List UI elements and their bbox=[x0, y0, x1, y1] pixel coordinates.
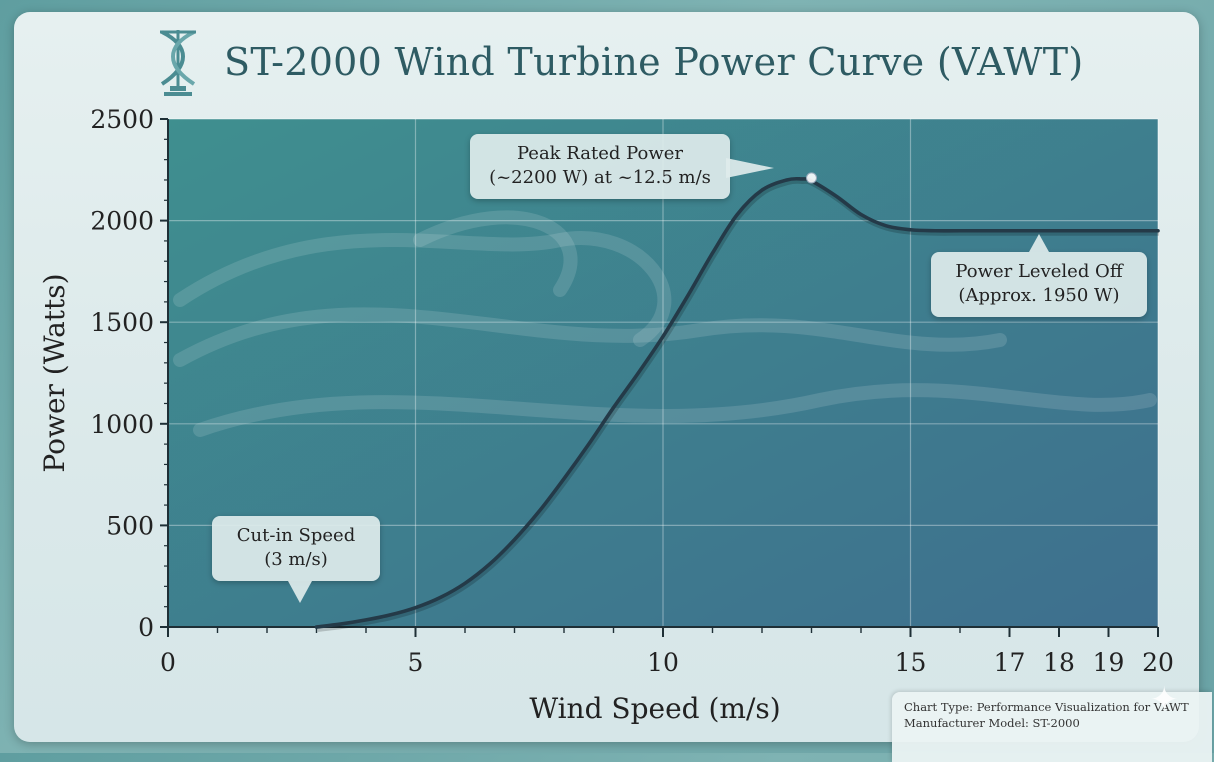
x-tick-label-10: 10 bbox=[647, 648, 679, 677]
peak-callout-line-1: Peak Rated Power bbox=[516, 143, 684, 164]
chart-footnote: Chart Type: Performance Visualization fo… bbox=[892, 692, 1212, 762]
y-axis-label: Power (Watts) bbox=[38, 273, 71, 472]
y-tick-label-1000: 1000 bbox=[90, 410, 154, 439]
peak-rated-power-callout: Peak Rated Power (~2200 W) at ~12.5 m/s bbox=[470, 134, 774, 199]
x-tick-label-18: 18 bbox=[1043, 648, 1075, 677]
power-leveled-off-callout: Power Leveled Off (Approx. 1950 W) bbox=[931, 234, 1147, 317]
footnote-model: Manufacturer Model: ST-2000 bbox=[904, 716, 1080, 731]
x-tick-label-19: 19 bbox=[1093, 648, 1125, 677]
x-tick-label-20: 20 bbox=[1142, 648, 1174, 677]
cut-in-callout-line-2: (3 m/s) bbox=[264, 549, 328, 571]
y-tick-label-1500: 1500 bbox=[90, 308, 154, 337]
cut-in-callout-line-1: Cut-in Speed bbox=[236, 525, 356, 546]
peak-callout-pointer bbox=[726, 158, 774, 178]
leveled-callout-pointer bbox=[1029, 234, 1049, 252]
peak-callout-line-2: (~2200 W) at ~12.5 m/s bbox=[489, 167, 711, 189]
y-tick-label-2000: 2000 bbox=[90, 207, 154, 236]
background-swirl-3 bbox=[413, 210, 578, 297]
y-tick-label-2500: 2500 bbox=[90, 105, 154, 134]
x-axis-label: Wind Speed (m/s) bbox=[529, 692, 780, 725]
peak-point-marker bbox=[806, 172, 817, 184]
sparkle-icon: ✦ bbox=[1150, 680, 1179, 720]
y-tick-label-0: 0 bbox=[138, 613, 154, 642]
leveled-callout-line-2: (Approx. 1950 W) bbox=[958, 285, 1120, 307]
y-tick-label-500: 500 bbox=[106, 511, 154, 540]
background-swirl-0 bbox=[173, 231, 672, 347]
x-tick-label-5: 5 bbox=[408, 648, 424, 677]
cut-in-callout-pointer bbox=[288, 580, 312, 603]
footnote-chart-type: Chart Type: Performance Visualization fo… bbox=[904, 700, 1189, 714]
x-tick-label-15: 15 bbox=[895, 648, 927, 677]
title-row: ST-2000 Wind Turbine Power Curve (VAWT) bbox=[150, 22, 1083, 102]
power-curve-shadow bbox=[317, 177, 1159, 632]
x-tick-label-0: 0 bbox=[160, 648, 176, 677]
background-swirl-2 bbox=[193, 383, 1157, 437]
cut-in-speed-callout: Cut-in Speed (3 m/s) bbox=[212, 516, 380, 603]
leveled-callout-line-1: Power Leveled Off bbox=[955, 261, 1123, 282]
background-swirl-1 bbox=[173, 307, 1007, 367]
power-curve-line bbox=[314, 176, 1160, 629]
x-tick-label-17: 17 bbox=[994, 648, 1026, 677]
vertical-axis-turbine-icon bbox=[160, 30, 196, 96]
chart-title: ST-2000 Wind Turbine Power Curve (VAWT) bbox=[224, 40, 1084, 84]
